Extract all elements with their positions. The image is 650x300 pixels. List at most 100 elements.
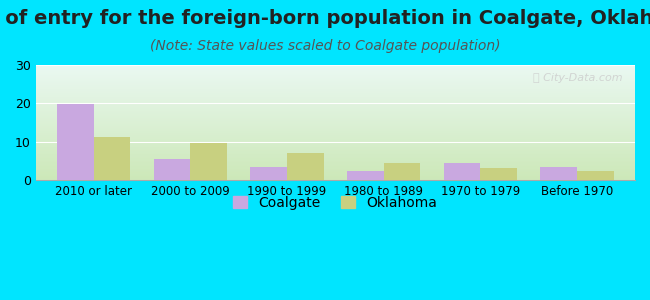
Bar [190,143,227,180]
Bar [57,104,94,180]
Bar [36,134,635,135]
Bar [36,127,635,128]
Bar [36,116,635,117]
Bar [36,96,635,97]
Bar [36,118,635,119]
Bar [36,178,635,179]
Bar [36,103,635,104]
Bar [36,86,635,87]
Bar [36,156,635,157]
Bar [36,70,635,71]
Bar [36,129,635,130]
Bar [36,159,635,160]
Bar [36,150,635,151]
Bar [36,132,635,133]
Bar [36,107,635,108]
Bar [36,174,635,175]
Bar [36,158,635,159]
Bar [36,171,635,172]
Bar [36,111,635,112]
Bar [36,82,635,83]
Bar [36,170,635,171]
Bar [36,81,635,82]
Bar [36,93,635,94]
Bar [36,165,635,166]
Bar [36,77,635,78]
Bar [36,119,635,120]
Bar [36,140,635,141]
Bar [36,121,635,122]
Bar [36,154,635,155]
Bar [36,69,635,70]
Bar [36,89,635,90]
Bar [36,72,635,73]
Bar [480,168,517,180]
Bar [36,122,635,123]
Bar [36,71,635,72]
Bar [36,126,635,127]
Bar [36,80,635,81]
Bar [577,171,614,180]
Bar [36,79,635,80]
Bar [36,141,635,142]
Bar [36,149,635,150]
Bar [36,179,635,180]
Bar [36,124,635,125]
Bar [36,169,635,170]
Bar [36,143,635,144]
Bar [36,99,635,100]
Bar [36,109,635,110]
Bar [36,113,635,114]
Bar [36,173,635,174]
Bar [36,151,635,152]
Bar [36,68,635,69]
Bar [36,75,635,76]
Bar [153,159,190,180]
Bar [36,144,635,145]
Bar [36,76,635,77]
Bar [36,164,635,165]
Bar [36,135,635,136]
Bar [287,153,324,180]
Bar [36,161,635,162]
Bar [36,142,635,143]
Bar [36,85,635,86]
Bar [36,114,635,115]
Bar [36,102,635,103]
Bar [443,163,480,180]
Bar [36,65,635,66]
Bar [36,176,635,177]
Bar [36,160,635,161]
Bar [36,73,635,74]
Bar [36,84,635,85]
Bar [36,101,635,102]
Bar [36,146,635,147]
Bar [36,163,635,164]
Bar [36,100,635,101]
Bar [36,128,635,129]
Bar [36,177,635,178]
Bar [36,104,635,105]
Bar [36,133,635,134]
Bar [36,153,635,154]
Bar [36,137,635,138]
Bar [36,148,635,149]
Legend: Coalgate, Oklahoma: Coalgate, Oklahoma [226,189,445,217]
Bar [540,167,577,180]
Bar [36,67,635,68]
Bar [36,157,635,158]
Bar [36,110,635,111]
Bar [36,125,635,126]
Bar [94,137,131,180]
Bar [36,168,635,169]
Bar [36,74,635,75]
Bar [36,145,635,146]
Bar [36,108,635,109]
Bar [36,117,635,118]
Bar [36,87,635,88]
Bar [36,120,635,121]
Bar [36,95,635,96]
Bar [36,105,635,106]
Bar [36,115,635,116]
Bar [36,98,635,99]
